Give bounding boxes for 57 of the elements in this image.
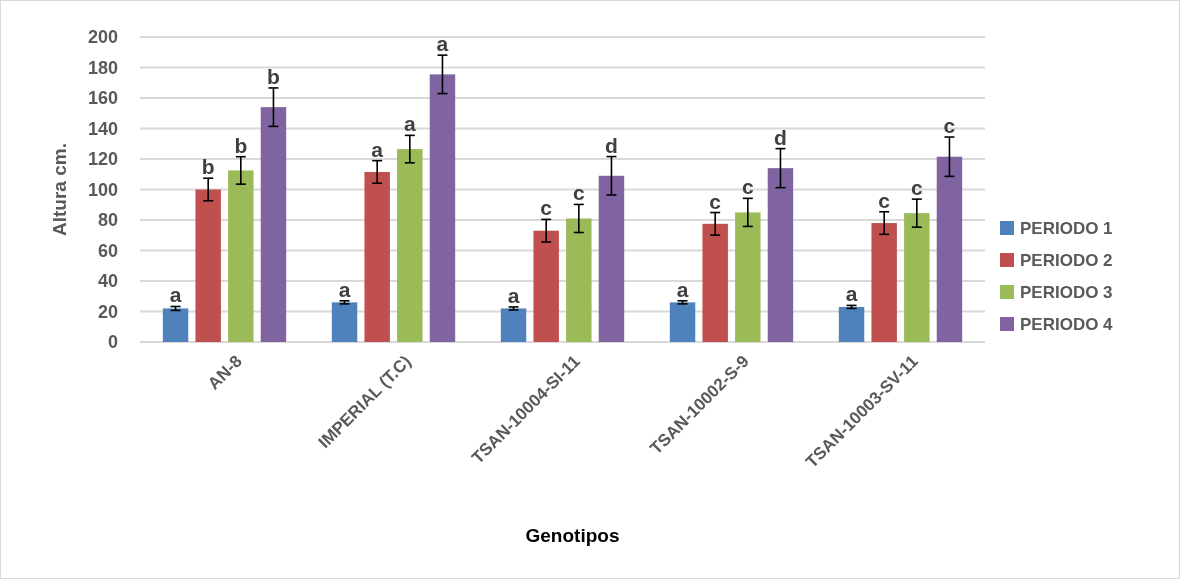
bar xyxy=(767,168,794,342)
bar xyxy=(533,230,559,342)
bar xyxy=(228,170,254,342)
bar xyxy=(397,149,423,342)
data-label: a xyxy=(371,137,384,161)
data-label: c xyxy=(709,189,722,213)
data-label: b xyxy=(267,64,280,88)
data-label: a xyxy=(403,112,416,136)
data-label: d xyxy=(605,133,618,157)
data-label: a xyxy=(676,277,689,301)
bar xyxy=(429,74,456,342)
bar xyxy=(331,302,358,342)
bar xyxy=(364,171,390,342)
bar xyxy=(702,223,728,342)
bar xyxy=(195,189,221,342)
y-tick-label: 40 xyxy=(97,271,118,292)
y-tick-label: 160 xyxy=(87,88,118,109)
data-label: a xyxy=(169,283,182,307)
data-label: c xyxy=(943,114,956,138)
legend-label: PERIODO 3 xyxy=(1020,282,1113,302)
data-label: a xyxy=(436,32,449,56)
bar xyxy=(838,306,865,342)
y-tick-label: 140 xyxy=(87,118,118,139)
bar xyxy=(162,308,189,342)
y-tick-label: 20 xyxy=(97,301,118,322)
data-label: b xyxy=(234,133,248,157)
data-label: c xyxy=(572,181,585,205)
data-label: a xyxy=(338,277,351,301)
y-tick-label: 80 xyxy=(97,210,118,231)
y-tick-label: 0 xyxy=(107,332,118,353)
bar xyxy=(500,308,527,342)
data-label: a xyxy=(845,282,858,306)
data-label: c xyxy=(540,196,553,220)
data-label: c xyxy=(910,176,923,200)
y-tick-label: 200 xyxy=(87,27,118,48)
y-tick-label: 60 xyxy=(97,240,118,261)
data-label: c xyxy=(741,175,754,199)
legend-label: PERIODO 4 xyxy=(1020,314,1114,334)
y-tick-label: 120 xyxy=(87,149,118,170)
x-axis-title: Genotipos xyxy=(525,525,620,546)
legend-label: PERIODO 1 xyxy=(1020,218,1113,238)
bar xyxy=(566,218,592,342)
bar xyxy=(936,156,963,342)
bar xyxy=(904,213,930,342)
legend-label: PERIODO 2 xyxy=(1020,250,1113,270)
data-label: a xyxy=(507,283,520,307)
data-label: c xyxy=(878,188,891,212)
y-tick-label: 100 xyxy=(87,179,118,200)
bar xyxy=(260,107,287,342)
y-axis-title: Altura cm. xyxy=(49,143,70,236)
data-label: b xyxy=(201,155,215,179)
bar xyxy=(598,175,625,342)
bar xyxy=(735,212,761,342)
y-tick-label: 180 xyxy=(87,57,118,78)
bar xyxy=(669,302,696,342)
data-label: d xyxy=(774,125,787,149)
bar xyxy=(871,223,897,342)
